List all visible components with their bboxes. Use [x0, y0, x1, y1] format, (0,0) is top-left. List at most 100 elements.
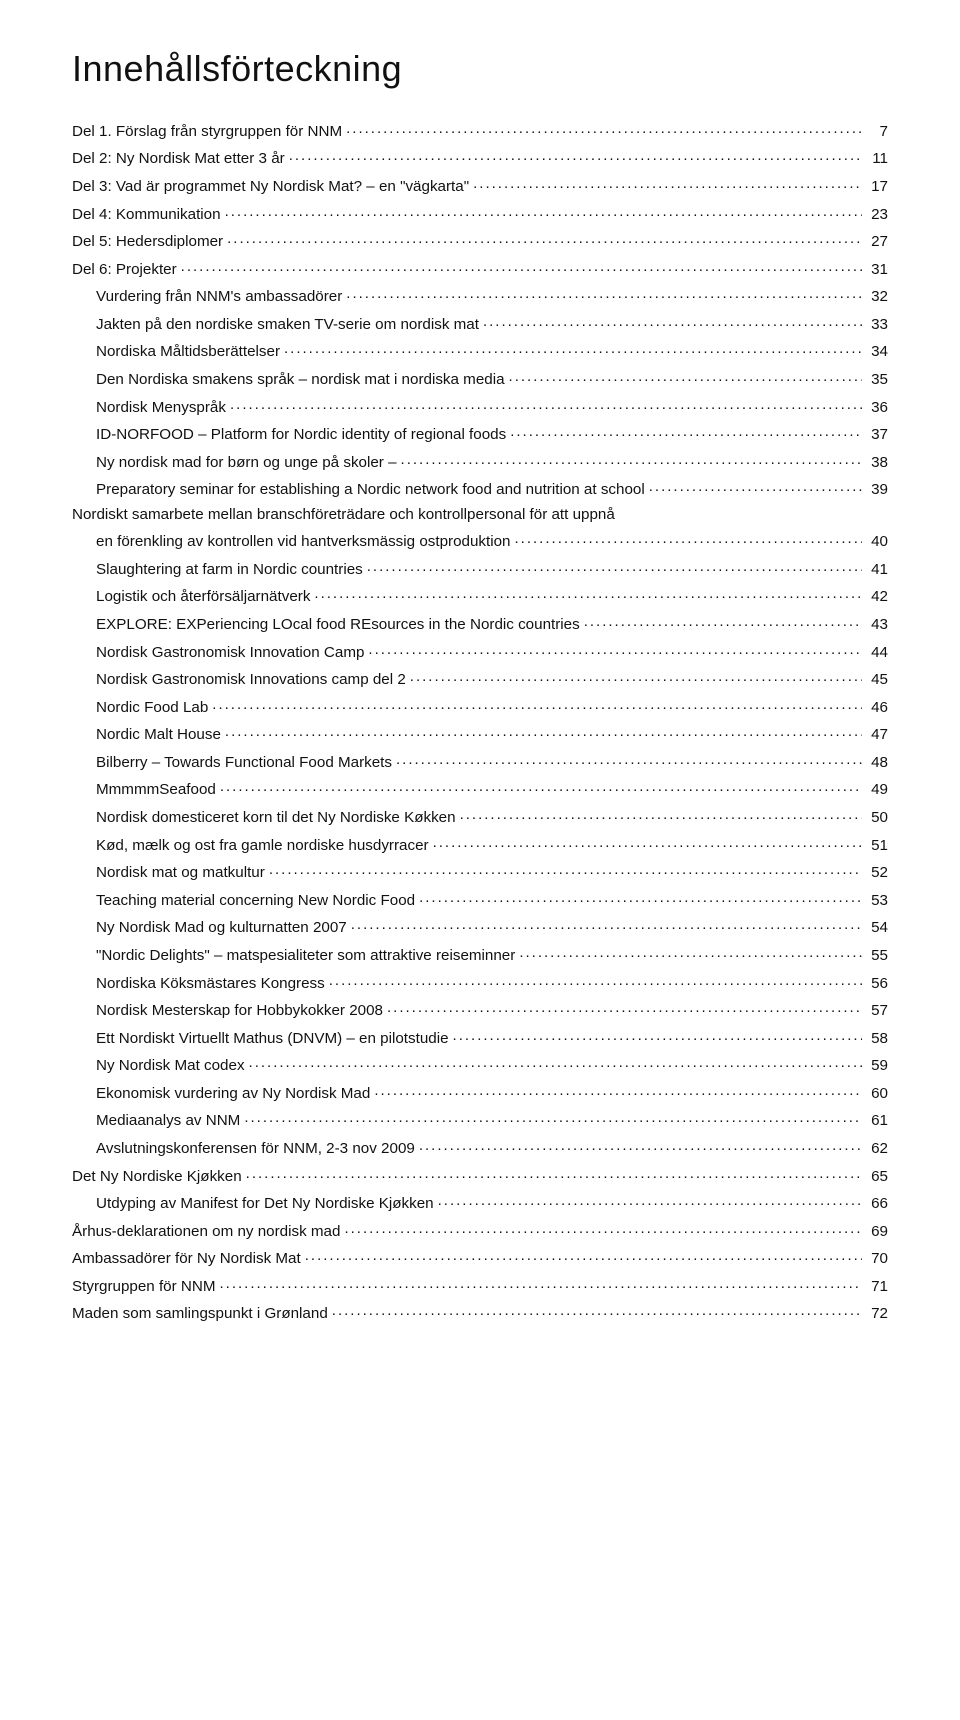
- toc-entry: Nordiska Köksmästares Kongress56: [72, 968, 888, 996]
- toc-entry-label: Ny Nordisk Mad og kulturnatten 2007: [96, 920, 347, 935]
- toc-entry-page: 60: [866, 1086, 888, 1101]
- toc-entry-label: Del 3: Vad är programmet Ny Nordisk Mat?…: [72, 179, 469, 194]
- toc-leader-dots: [220, 1276, 863, 1291]
- toc-entry: Århus-deklarationen om ny nordisk mad69: [72, 1216, 888, 1244]
- toc-leader-dots: [346, 121, 862, 136]
- toc-entry-label: Den Nordiska smakens språk – nordisk mat…: [96, 372, 505, 387]
- toc-entry-page: 23: [866, 207, 888, 222]
- toc-entry: Nordic Food Lab46: [72, 692, 888, 720]
- toc-entry: Ambassadörer för Ny Nordisk Mat 70: [72, 1244, 888, 1272]
- toc-entry-label: Ambassadörer för Ny Nordisk Mat: [72, 1251, 301, 1266]
- toc-entry-page: 36: [866, 400, 888, 415]
- toc-entry-label: Del 1. Förslag från styrgruppen för NNM: [72, 124, 342, 139]
- toc-entry-page: 57: [866, 1003, 888, 1018]
- toc-entry-continuation: Nordiskt samarbete mellan branschföreträ…: [72, 502, 888, 526]
- toc-entry-label: Nordisk Mesterskap for Hobbykokker 2008: [96, 1003, 383, 1018]
- toc-entry-page: 48: [866, 755, 888, 770]
- toc-entry-label: Utdyping av Manifest for Det Ny Nordiske…: [96, 1196, 434, 1211]
- toc-entry-page: 45: [866, 672, 888, 687]
- toc-entry-page: 55: [866, 948, 888, 963]
- page: Innehållsförteckning Del 1. Förslag från…: [0, 0, 960, 1374]
- toc-leader-dots: [401, 452, 862, 467]
- toc-entry-page: 65: [866, 1169, 888, 1184]
- toc-entry-label: Teaching material concerning New Nordic …: [96, 893, 415, 908]
- toc-entry-label: Nordiskt samarbete mellan branschföreträ…: [72, 506, 615, 523]
- toc-leader-dots: [244, 1110, 862, 1125]
- toc-leader-dots: [332, 1303, 862, 1318]
- toc-entry-label: Del 6: Projekter: [72, 262, 177, 277]
- toc-entry: Slaughtering at farm in Nordic countries…: [72, 554, 888, 582]
- toc-entry-page: 44: [866, 645, 888, 660]
- toc-entry-page: 41: [866, 562, 888, 577]
- toc-entry: Nordisk Gastronomisk Innovations camp de…: [72, 664, 888, 692]
- toc-leader-dots: [305, 1248, 862, 1263]
- toc-entry-page: 58: [866, 1031, 888, 1046]
- toc-leader-dots: [351, 917, 862, 932]
- toc-entry-label: Nordisk Menyspråk: [96, 400, 226, 415]
- toc-leader-dots: [483, 314, 862, 329]
- toc-entry: Bilberry – Towards Functional Food Marke…: [72, 747, 888, 775]
- toc-leader-dots: [246, 1165, 862, 1180]
- toc-entry: Avslutningskonferensen för NNM, 2-3 nov …: [72, 1133, 888, 1161]
- toc-leader-dots: [212, 697, 862, 712]
- toc-leader-dots: [649, 479, 862, 494]
- toc-entry-label: ID-NORFOOD – Platform for Nordic identit…: [96, 427, 506, 442]
- toc-leader-dots: [387, 1000, 862, 1015]
- toc-entry: Ny nordisk mad for børn og unge på skole…: [72, 447, 888, 475]
- toc-entry-page: 71: [866, 1279, 888, 1294]
- toc-entry: Ny Nordisk Mad og kulturnatten 2007 54: [72, 913, 888, 941]
- toc-entry: ID-NORFOOD – Platform for Nordic identit…: [72, 419, 888, 447]
- toc-leader-dots: [515, 531, 862, 546]
- toc-leader-dots: [230, 396, 862, 411]
- toc-entry: Logistik och återförsäljarnätverk 42: [72, 582, 888, 610]
- toc-leader-dots: [181, 258, 862, 273]
- toc-entry-page: 66: [866, 1196, 888, 1211]
- toc-entry-label: Vurdering från NNM's ambassadörer: [96, 289, 342, 304]
- toc-leader-dots: [510, 424, 862, 439]
- toc-entry-page: 56: [866, 976, 888, 991]
- toc-entry: Nordisk mat og matkultur52: [72, 857, 888, 885]
- toc-entry: Del 6: Projekter31: [72, 254, 888, 282]
- toc-entry-page: 38: [866, 455, 888, 470]
- toc-entry-label: Logistik och återförsäljarnätverk: [96, 589, 310, 604]
- toc-leader-dots: [438, 1193, 862, 1208]
- toc-entry: Vurdering från NNM's ambassadörer32: [72, 281, 888, 309]
- toc-entry: Nordic Malt House47: [72, 720, 888, 748]
- toc-entry: Den Nordiska smakens språk – nordisk mat…: [72, 364, 888, 392]
- toc-entry-page: 7: [866, 124, 888, 139]
- toc-leader-dots: [344, 1221, 862, 1236]
- toc-entry-page: 54: [866, 920, 888, 935]
- toc-leader-dots: [269, 862, 862, 877]
- toc-entry: MmmmmSeafood49: [72, 775, 888, 803]
- toc-entry-label: "Nordic Delights" – matspesialiteter som…: [96, 948, 515, 963]
- toc-entry-label: Ett Nordiskt Virtuellt Mathus (DNVM) – e…: [96, 1031, 449, 1046]
- toc-entry-label: Mediaanalys av NNM: [96, 1113, 240, 1128]
- toc-entry-label: Nordiska Måltidsberättelser: [96, 344, 280, 359]
- toc-entry-page: 61: [866, 1113, 888, 1128]
- toc-entry: Del 3: Vad är programmet Ny Nordisk Mat?…: [72, 171, 888, 199]
- toc-leader-dots: [473, 176, 862, 191]
- toc-entry: Ekonomisk vurdering av Ny Nordisk Mad 60: [72, 1078, 888, 1106]
- toc-entry-label: Styrgruppen för NNM: [72, 1279, 216, 1294]
- toc-entry: Jakten på den nordiske smaken TV-serie o…: [72, 309, 888, 337]
- toc-entry-page: 17: [866, 179, 888, 194]
- toc-entry-page: 43: [866, 617, 888, 632]
- toc-entry-page: 34: [866, 344, 888, 359]
- toc-entry-label: Nordisk domesticeret korn til det Ny Nor…: [96, 810, 456, 825]
- toc-entry-page: 42: [866, 589, 888, 604]
- toc-entry-page: 46: [866, 700, 888, 715]
- toc-entry-label: Nordisk Gastronomisk Innovation Camp: [96, 645, 364, 660]
- toc-leader-dots: [329, 972, 862, 987]
- toc-entry-page: 47: [866, 727, 888, 742]
- toc-entry-label: Del 5: Hedersdiplomer: [72, 234, 223, 249]
- toc-entry-label: Del 4: Kommunikation: [72, 207, 221, 222]
- toc-entry-page: 69: [866, 1224, 888, 1239]
- toc-entry: Nordisk Menyspråk 36: [72, 392, 888, 420]
- toc-entry-page: 70: [866, 1251, 888, 1266]
- toc-entry-page: 49: [866, 782, 888, 797]
- toc-entry-label: en förenkling av kontrollen vid hantverk…: [96, 534, 511, 549]
- toc-entry: Kød, mælk og ost fra gamle nordiske husd…: [72, 830, 888, 858]
- toc-entry-label: Nordisk mat og matkultur: [96, 865, 265, 880]
- toc-leader-dots: [374, 1083, 862, 1098]
- toc-entry-label: Ekonomisk vurdering av Ny Nordisk Mad: [96, 1086, 370, 1101]
